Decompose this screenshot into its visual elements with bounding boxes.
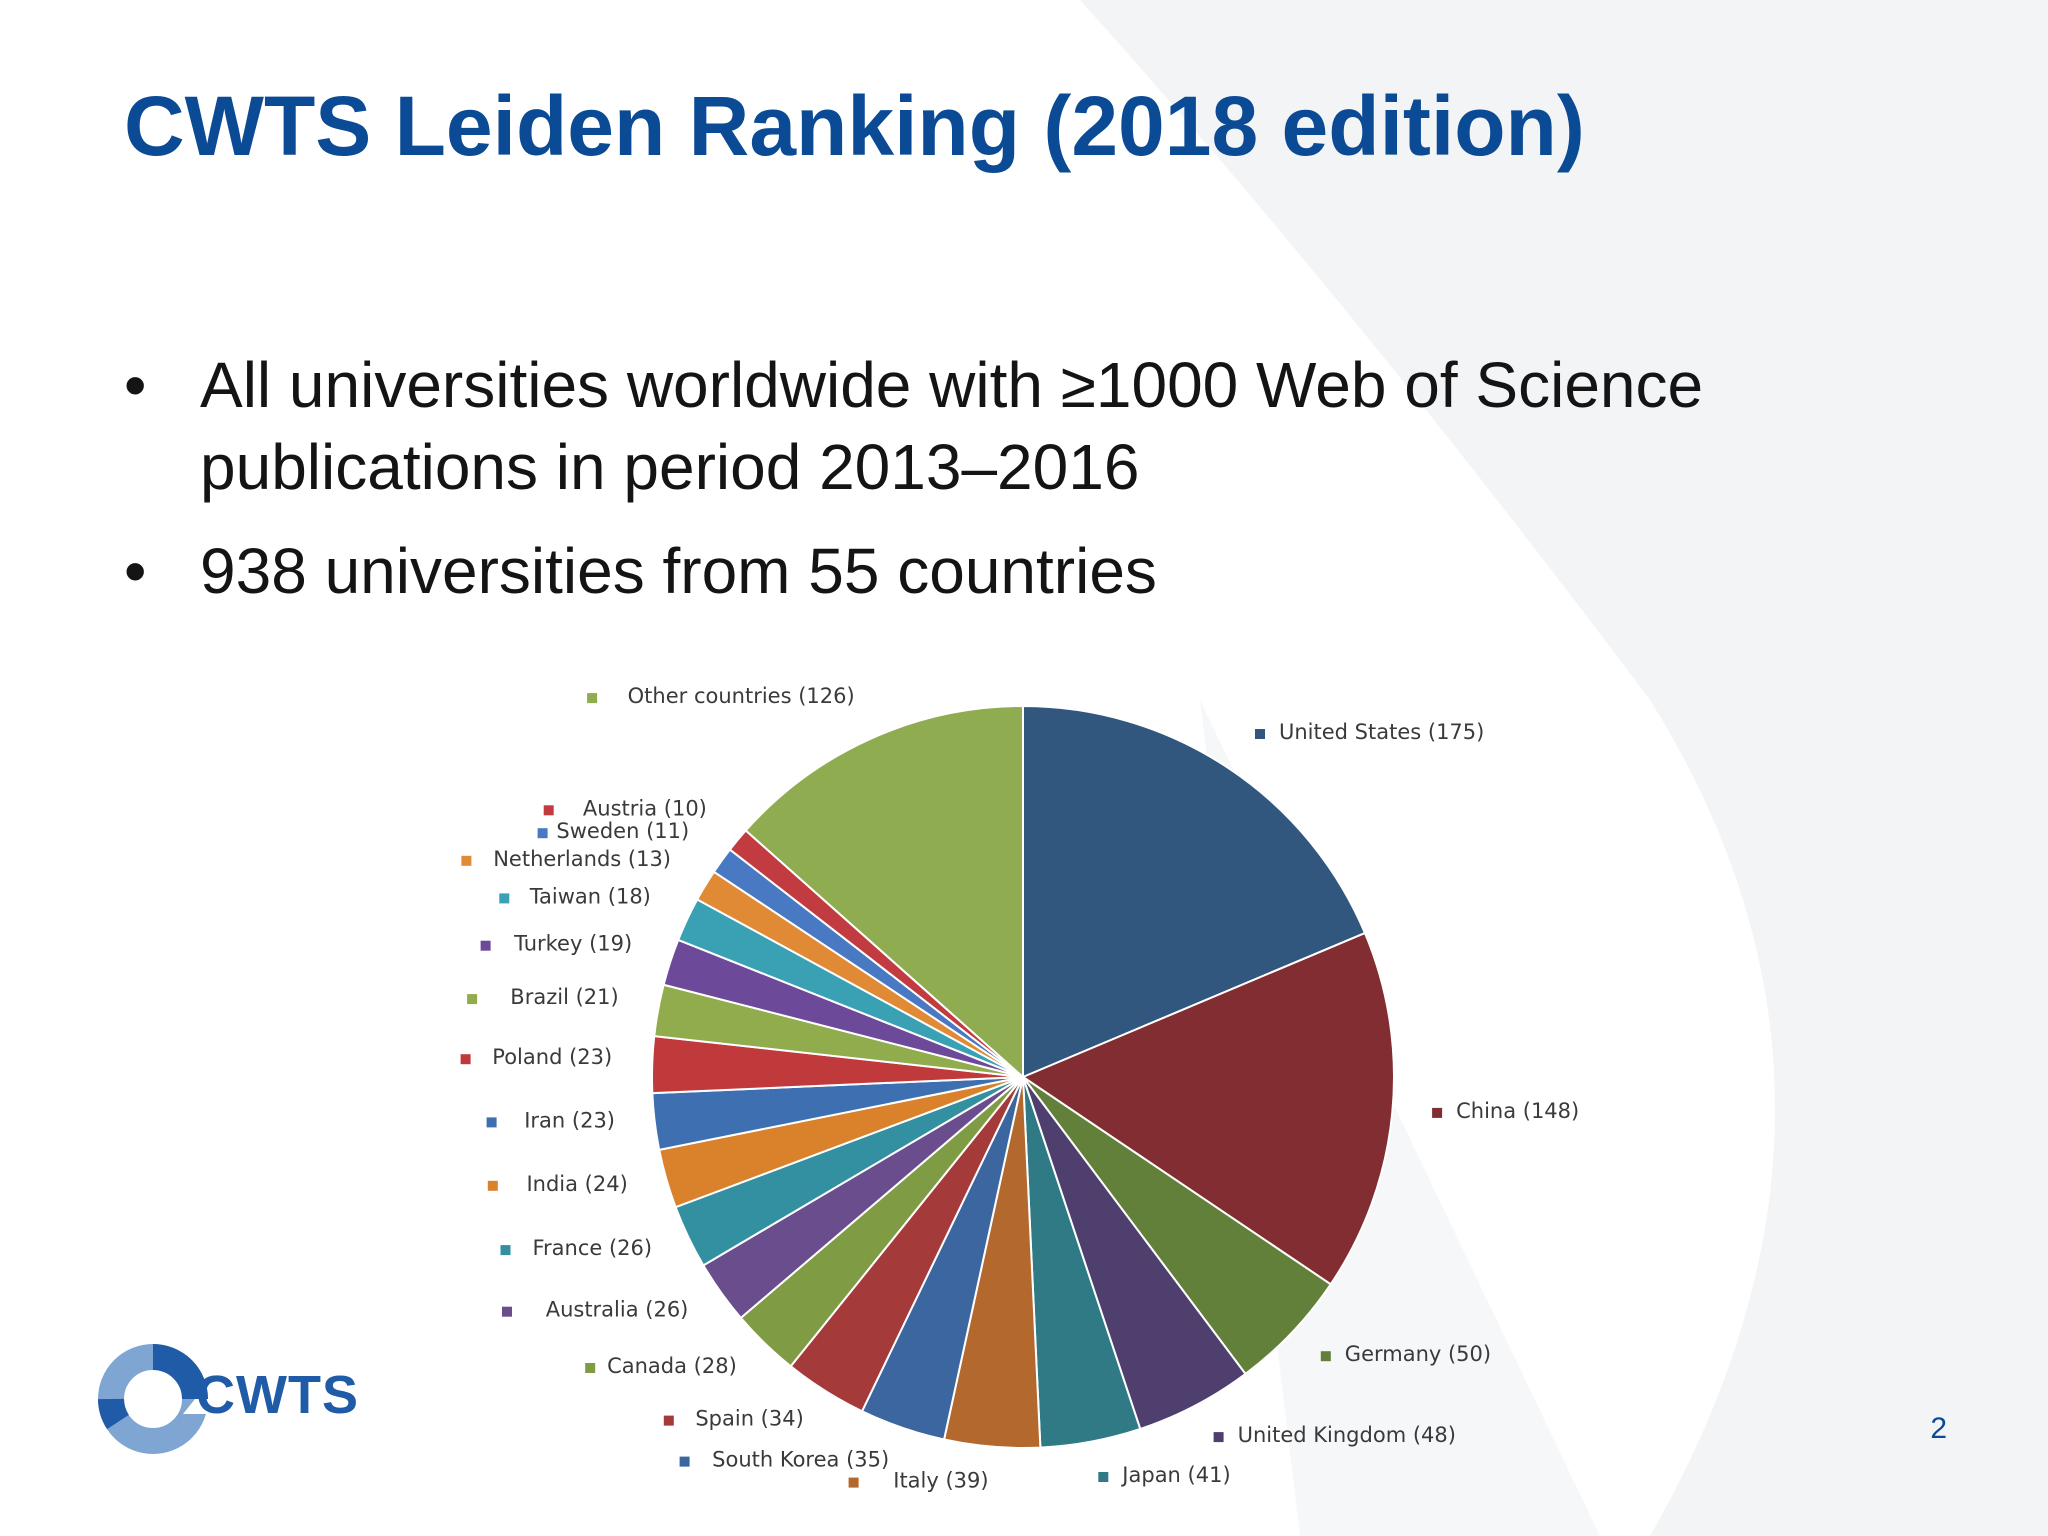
pie-label: Spain (34)	[663, 1407, 804, 1431]
bullet-item: • All universities worldwide with ≥1000 …	[124, 344, 1824, 508]
pie-label-text: Poland (23)	[492, 1045, 612, 1069]
legend-marker-icon	[537, 828, 548, 839]
cwts-logo: CWTS	[98, 1344, 358, 1464]
pie-label: Italy (39)	[848, 1469, 989, 1493]
legend-marker-icon	[1320, 1351, 1331, 1362]
bullet-list: • All universities worldwide with ≥1000 …	[124, 344, 1824, 634]
pie-label-text: Netherlands (13)	[493, 847, 671, 871]
pie-label: Other countries (126)	[587, 684, 855, 708]
pie-label: India (24)	[487, 1172, 628, 1196]
bullet-dot-icon: •	[124, 349, 147, 421]
bullet-dot-icon: •	[124, 535, 147, 607]
pie-label-text: China (148)	[1456, 1099, 1579, 1123]
legend-marker-icon	[543, 805, 554, 816]
pie-label-text: Japan (41)	[1120, 1463, 1230, 1487]
pie-label: Sweden (11)	[537, 819, 689, 843]
legend-marker-icon	[467, 994, 478, 1005]
pie-label-text: India (24)	[526, 1172, 627, 1196]
legend-marker-icon	[460, 1054, 471, 1065]
pie-slice	[1020, 931, 1395, 1286]
pie-label-text: Other countries (126)	[628, 684, 855, 708]
pie-slice	[1022, 704, 1367, 1079]
pie-slices	[651, 704, 1395, 1449]
slide-title: CWTS Leiden Ranking (2018 edition)	[124, 79, 1585, 173]
legend-marker-icon	[587, 693, 598, 704]
pie-label: Germany (50)	[1320, 1342, 1491, 1366]
pie-label-text: Turkey (19)	[513, 932, 632, 956]
pie-label: Brazil (21)	[467, 985, 619, 1009]
pie-label: Netherlands (13)	[461, 847, 671, 871]
pie-label-text: Canada (28)	[607, 1354, 737, 1378]
pie-labels: United States (175) China (148) Germany (5…	[460, 684, 1579, 1493]
legend-marker-icon	[848, 1477, 859, 1488]
pie-label: Turkey (19)	[480, 932, 632, 956]
pie-label-text: Spain (34)	[695, 1407, 803, 1431]
cwts-logo-icon	[98, 1344, 208, 1454]
pie-label: Austria (10)	[543, 796, 707, 820]
pie-label-text: Germany (50)	[1345, 1342, 1491, 1366]
bullet-item: • 938 universities from 55 countries	[124, 530, 1824, 612]
legend-marker-icon	[487, 1180, 498, 1191]
pie-label: Australia (26)	[502, 1298, 688, 1322]
pie-label-text: Austria (10)	[583, 796, 707, 820]
logo-text: CWTS	[196, 1365, 359, 1425]
pie-label-text: United Kingdom (48)	[1238, 1423, 1456, 1447]
pie-label-text: Sweden (11)	[556, 819, 689, 843]
legend-marker-icon	[486, 1117, 497, 1128]
pie-slice	[744, 704, 1024, 1080]
legend-marker-icon	[461, 855, 472, 866]
legend-marker-icon	[663, 1415, 674, 1426]
pie-label: Poland (23)	[460, 1045, 612, 1069]
legend-marker-icon	[502, 1306, 512, 1317]
pie-label-text: Australia (26)	[546, 1298, 689, 1322]
legend-marker-icon	[499, 893, 510, 904]
pie-label: United States (175)	[1255, 720, 1484, 744]
legend-marker-icon	[500, 1245, 511, 1256]
pie-label: United Kingdom (48)	[1213, 1423, 1456, 1447]
pie-label-text: Iran (23)	[524, 1108, 615, 1132]
pie-label: France (26)	[500, 1236, 652, 1260]
bullet-text: 938 universities from 55 countries	[200, 535, 1157, 607]
pie-label: Taiwan (18)	[499, 884, 651, 908]
pie-label-text: South Korea (35)	[712, 1448, 889, 1472]
pie-label-text: Taiwan (18)	[529, 884, 651, 908]
pie-label-text: United States (175)	[1279, 720, 1484, 744]
pie-label-text: France (26)	[532, 1236, 652, 1260]
pie-label: South Korea (35)	[679, 1448, 889, 1472]
legend-marker-icon	[1213, 1432, 1224, 1443]
pie-label-text: Brazil (21)	[510, 985, 618, 1009]
page-number: 2	[1930, 1412, 1947, 1445]
legend-marker-icon	[679, 1456, 690, 1467]
legend-marker-icon	[480, 940, 491, 951]
pie-label-text: Italy (39)	[893, 1469, 988, 1493]
legend-marker-icon	[1432, 1107, 1443, 1118]
bullet-text: All universities worldwide with ≥1000 We…	[200, 349, 1704, 503]
pie-label: Iran (23)	[486, 1108, 615, 1132]
legend-marker-icon	[1255, 729, 1265, 739]
legend-marker-icon	[1098, 1472, 1109, 1482]
legend-marker-icon	[585, 1363, 596, 1373]
pie-label: China (148)	[1432, 1099, 1579, 1123]
pie-label: Canada (28)	[585, 1354, 737, 1378]
pie-label: Japan (41)	[1098, 1463, 1231, 1487]
